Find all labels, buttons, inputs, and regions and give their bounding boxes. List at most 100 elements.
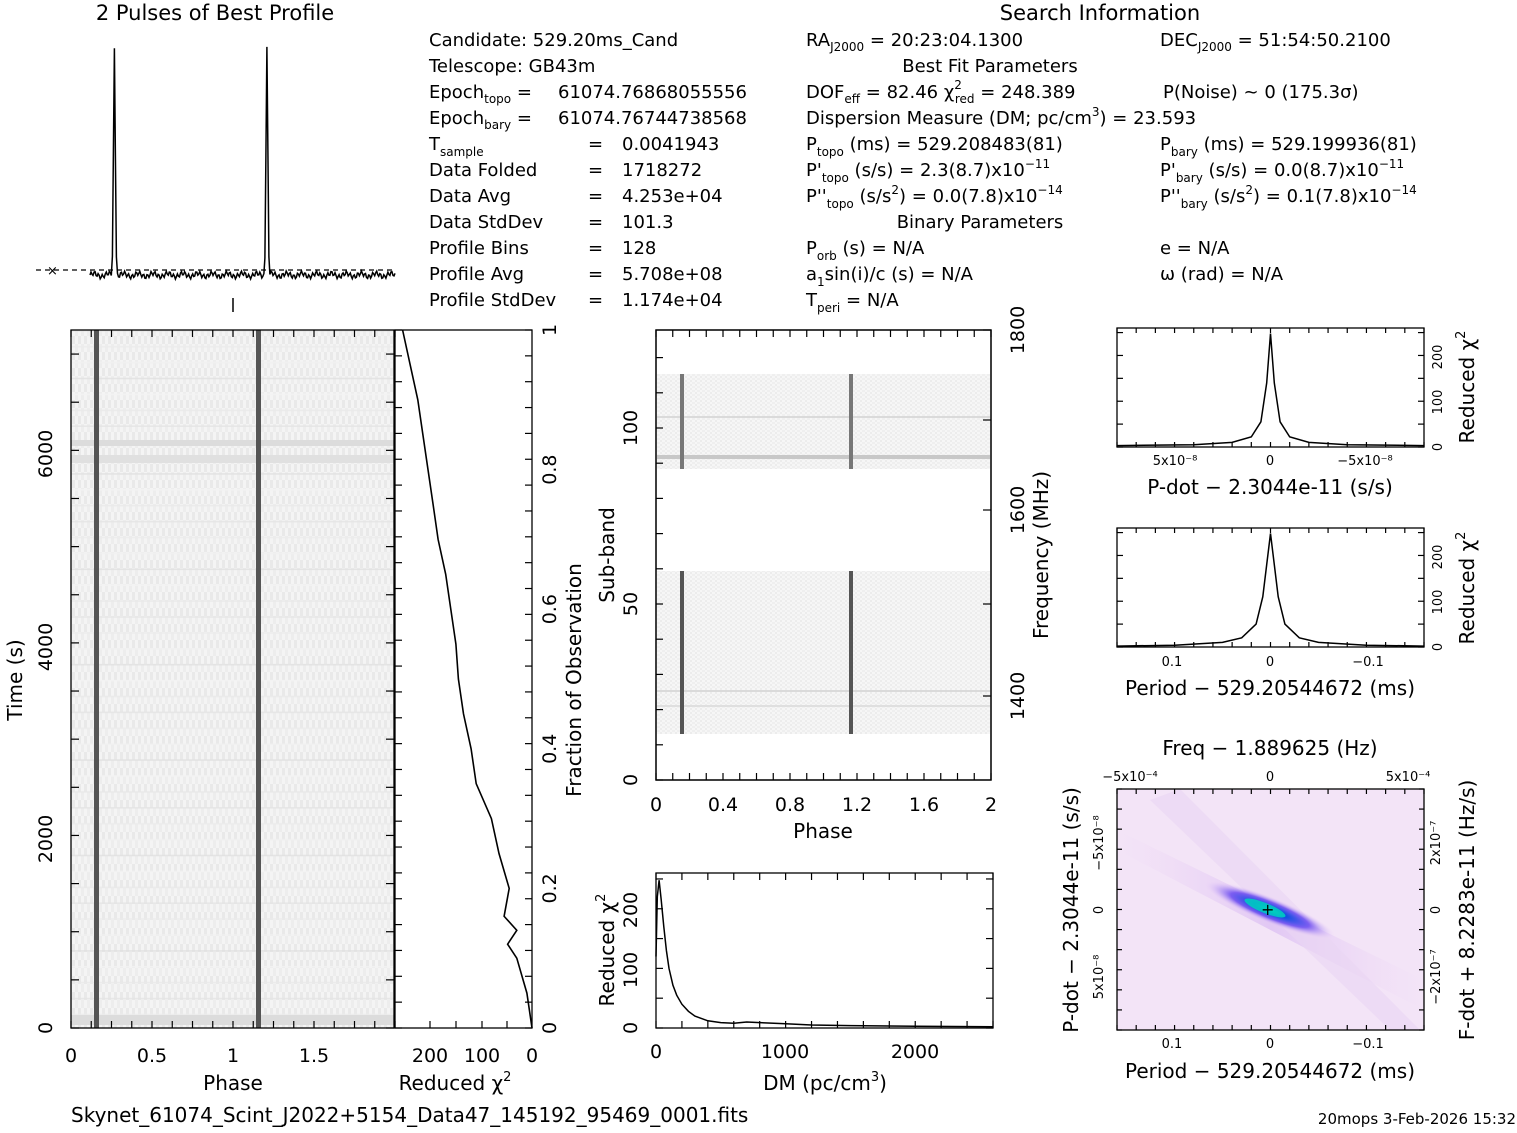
pd-bary-line: P'bary (s/s) = 0.0(8.7)x10−11: [1160, 157, 1404, 185]
tp-xlabel: Phase: [203, 1071, 263, 1095]
ra-value: 20:23:04.1300: [891, 30, 1023, 51]
epoch-bary-label: Epochbary =: [429, 108, 532, 132]
pd-xtick-0: 5x10⁻⁸: [1153, 454, 1198, 469]
profile-stddev: 1.174e+04: [622, 290, 723, 311]
a1sini-line: a1sin(i)/c (s) = N/A: [806, 264, 974, 289]
sb-xtick: 2: [985, 794, 997, 816]
pulse-track-1: [94, 330, 99, 1028]
svg-text:=: =: [588, 238, 603, 259]
tp-ytick-2: 4000: [35, 623, 57, 671]
tp-xtick-2: 1: [227, 1045, 239, 1067]
epoch-bary: 61074.76744738568: [558, 108, 747, 129]
pm-ylabel: P-dot − 2.3044e-11 (s/s): [1059, 787, 1083, 1033]
pm-right-2: −2x10⁻⁷: [1429, 949, 1444, 1004]
fraction-label: Fraction of Observation: [562, 563, 586, 797]
sb-freq-1: 1600: [1007, 486, 1029, 534]
fraction-tick: 0.2: [539, 873, 561, 903]
pm-right-0: 2x10⁻⁷: [1429, 821, 1444, 866]
pp-ylabel: Reduced χ2: [1454, 532, 1479, 645]
footer-stamp: 20mops 3-Feb-2026 15:32: [1318, 1110, 1516, 1128]
p-orb-line: Porb (s) = N/A: [806, 238, 925, 263]
info-column-3: DECJ2000 = 51:54:50.2100 Pbary (ms) = 52…: [1160, 30, 1417, 285]
sb-ytick-1: 50: [620, 592, 642, 616]
pd-bary: 0.0(8.7)x10: [1274, 160, 1379, 181]
pd-xtick-1: 0: [1266, 454, 1274, 469]
chi2-time-panel: 200 100 0 Reduced χ2 0 0.2 0.4 0.6 0.8 1 Frac…: [394, 324, 586, 1095]
subband-block-lower: [657, 571, 990, 734]
subband-block-upper: [657, 374, 990, 469]
profile-plot: ×: [36, 46, 396, 312]
dm-ylabel: Reduced χ2: [594, 894, 619, 1007]
pd-xtick-2: −5x10⁻⁸: [1337, 454, 1392, 469]
search-title: Search Information: [1000, 1, 1200, 25]
sb-ylabel: Sub-band: [595, 507, 619, 603]
pd-topo: 2.3(8.7)x10: [920, 160, 1025, 181]
svg-text:=: =: [588, 160, 603, 181]
subband-panel: 0 0.4 0.8 1.2 1.6 2 Phase 0 50 100 Sub-band 1…: [595, 306, 1053, 843]
chi2-period-panel: 0.1 0 −0.1 0 100 200 Reduced χ2 Period −…: [1116, 527, 1479, 700]
pm-xtick-1: 0: [1266, 1037, 1274, 1052]
ct-xtick-2: 0: [526, 1045, 538, 1067]
sb-xtick: 0: [650, 794, 662, 816]
info-column-1: Candidate: 529.20ms_Cand Telescope: GB43…: [428, 30, 747, 311]
dm-xtick-1: 1000: [761, 1041, 809, 1063]
info-column-2: RAJ2000 = 20:23:04.1300 Best Fit Paramet…: [805, 30, 1359, 315]
profile-bins: 128: [622, 238, 656, 259]
best-fit-title: Best Fit Parameters: [902, 56, 1077, 77]
svg-text:=: =: [588, 264, 603, 285]
e-value: e = N/A: [1160, 238, 1230, 259]
sb-pulse-1b: [680, 571, 684, 734]
sb-ytick-0: 0: [620, 774, 642, 786]
fraction-tick: 0: [539, 1022, 561, 1034]
dm-line: Dispersion Measure (DM; pc/cm3) = 23.593: [806, 105, 1196, 129]
sb-ytick-2: 100: [620, 410, 642, 446]
tp-xtick-0: 0: [65, 1045, 77, 1067]
pdd-topo-line: P''topo (s/s2) = 0.0(7.8)x10−14: [806, 183, 1063, 211]
pd-topo-line: P'topo (s/s) = 2.3(8.7)x10−11: [806, 157, 1050, 185]
freq-top-label: Freq − 1.889625 (Hz): [1162, 736, 1377, 760]
pm-top-0: −5x10⁻⁴: [1102, 770, 1157, 785]
svg-text:Data Avg: Data Avg: [429, 186, 511, 207]
svg-text:=: =: [588, 134, 603, 155]
candidate: Candidate: 529.20ms_Cand: [429, 30, 678, 51]
p-bary: 529.199936(81): [1271, 134, 1417, 155]
data-stddev: 101.3: [622, 212, 674, 233]
pm-right-1: 0: [1429, 906, 1444, 914]
data-folded: 1718272: [622, 160, 702, 181]
pd-ytick-2: 200: [1431, 345, 1446, 370]
pp-ytick-1: 100: [1431, 590, 1446, 615]
pm-top-2: 5x10⁻⁴: [1386, 770, 1431, 785]
ct-xtick-1: 100: [464, 1045, 500, 1067]
chi2-red-value: 248.389: [1001, 82, 1075, 103]
p-noise: P(Noise) ~ 0 (175.3σ): [1163, 82, 1359, 103]
data-avg: 4.253e+04: [622, 186, 723, 207]
chi2-pdot-curve: [1116, 333, 1425, 447]
pm-ytick-2: 5x10⁻⁸: [1092, 955, 1107, 1000]
binary-title: Binary Parameters: [897, 212, 1064, 233]
svg-text:Profile Avg: Profile Avg: [429, 264, 524, 285]
footer-filename: Skynet_61074_Scint_J2022+5154_Data47_145…: [71, 1103, 748, 1127]
omega-value: ω (rad) = N/A: [1160, 264, 1284, 285]
chi2-dm-panel: 0 1000 2000 DM (pc/cm3) 0 100 200 Reduce…: [594, 872, 994, 1095]
tp-xtick-1: 0.5: [137, 1045, 167, 1067]
pm-ytick-0: −5x10⁻⁸: [1092, 815, 1107, 870]
sb-freq-0: 1400: [1007, 672, 1029, 720]
pp-xtick-2: −0.1: [1352, 655, 1384, 670]
errorbar-marker: ×: [47, 264, 58, 279]
svg-text:Profile StdDev: Profile StdDev: [429, 290, 557, 311]
profile-title: 2 Pulses of Best Profile: [96, 1, 334, 25]
freq-label: Frequency (MHz): [1029, 471, 1053, 639]
tp-ytick-1: 2000: [35, 815, 57, 863]
chi2-dm-curve: [655, 880, 994, 1028]
sb-pulse-2a: [849, 374, 853, 469]
pdd-bary-line: P''bary (s/s2) = 0.1(7.8)x10−14: [1160, 183, 1417, 211]
epoch-topo-label: Epochtopo =: [429, 82, 532, 106]
dm-value: 23.593: [1133, 108, 1196, 129]
dof-line: DOFeff = 82.46 χ2 red = 248.389: [806, 78, 1076, 106]
tp-ytick-3: 6000: [35, 430, 57, 478]
pp-ytick-0: 0: [1431, 643, 1446, 651]
dm-xlabel: DM (pc/cm3): [763, 1070, 887, 1095]
svg-text:=: =: [588, 290, 603, 311]
pd-ytick-1: 100: [1431, 390, 1446, 415]
